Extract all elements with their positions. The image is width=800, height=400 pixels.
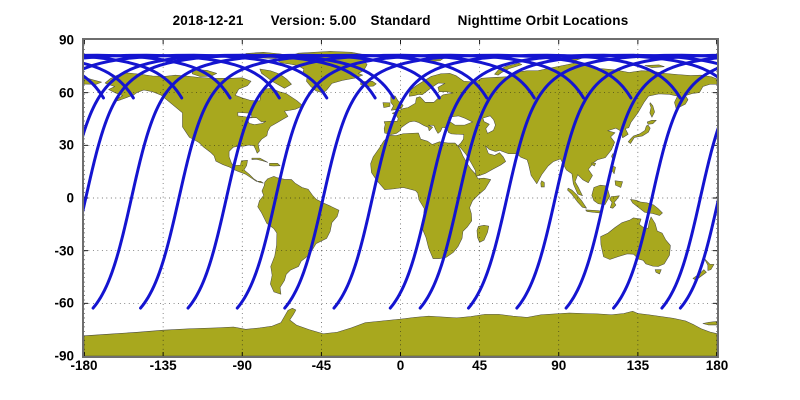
landmass-ireland	[382, 102, 391, 108]
x-tick-label-0: 0	[396, 358, 405, 373]
landmass-sri-lanka	[540, 180, 545, 188]
landmass-sumatra	[567, 187, 587, 209]
y-tick-label-60: 60	[58, 85, 74, 101]
landmass-north-america	[104, 72, 304, 184]
plot-frame	[82, 38, 719, 358]
x-tick-label-180: 180	[705, 358, 729, 373]
lake-black-sea	[448, 115, 474, 126]
orbit-track-14	[84, 53, 377, 137]
x-tick-label-135: 135	[626, 358, 650, 373]
landmass-hispaniola	[269, 162, 281, 167]
orbit-track-11	[515, 53, 717, 310]
title-date: 2018-12-21	[172, 13, 244, 28]
y-tick-label--90: -90	[54, 348, 74, 364]
orbit-tracks-layer	[84, 53, 717, 310]
axis-tick-marks	[84, 40, 717, 356]
y-tick-label-30: 30	[58, 137, 74, 153]
landmass-new-siberian-islands	[644, 64, 665, 68]
landmass-hokkaido	[646, 119, 657, 125]
landmass-antarctica	[84, 307, 717, 356]
tick-marks	[84, 40, 717, 356]
landmass-new-zealand-north	[704, 258, 715, 271]
y-tick-label--60: -60	[54, 295, 74, 311]
land-layer	[84, 51, 717, 356]
x-tick-label--180: -180	[70, 358, 98, 373]
landmass-australia	[600, 216, 671, 267]
plot-title: 2018-12-21 Version: 5.00 Standard Nightt…	[82, 13, 719, 28]
lake-caspian-sea	[482, 115, 496, 134]
landmass-japan-honshu	[627, 124, 651, 144]
landmass-sulawesi	[609, 195, 620, 209]
x-tick-label--90: -90	[232, 358, 253, 373]
y-tick-label--30: -30	[54, 243, 74, 259]
landmass-madagascar	[476, 224, 490, 243]
landmass-new-guinea	[630, 199, 663, 216]
title-mode: Standard	[370, 13, 431, 28]
title-version: Version: 5.00	[270, 13, 357, 28]
title-name: Nighttime Orbit Locations	[457, 13, 629, 28]
x-tick-label-45: 45	[472, 358, 488, 373]
x-tick-label--45: -45	[311, 358, 332, 373]
x-tick-label-90: 90	[551, 358, 567, 373]
world-map-plot	[84, 40, 717, 356]
landmass-java	[585, 209, 603, 214]
landmass-sakhalin	[649, 102, 655, 118]
orbit-track-13	[612, 67, 717, 310]
lake-great-lakes-east	[246, 117, 267, 125]
orbit-track-1	[678, 199, 717, 310]
landmass-ross-coast-spur	[702, 321, 717, 326]
landmass-south-america	[257, 176, 340, 295]
orbit-track-14	[660, 127, 717, 310]
landmass-eurasia	[383, 61, 717, 196]
y-tick-label-0: 0	[66, 190, 74, 206]
landmass-mindanao	[614, 180, 623, 188]
landmass-hainan	[591, 162, 596, 167]
y-tick-label-90: 90	[58, 32, 74, 48]
orbit-track-12	[564, 56, 717, 310]
landmass-tasmania	[654, 269, 662, 275]
x-tick-label--135: -135	[149, 358, 177, 373]
landmass-cuba	[251, 157, 269, 163]
lake-layer	[237, 112, 496, 134]
